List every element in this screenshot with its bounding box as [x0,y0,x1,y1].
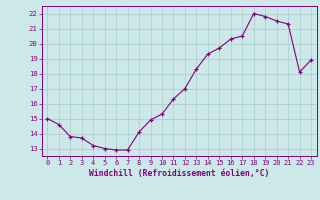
X-axis label: Windchill (Refroidissement éolien,°C): Windchill (Refroidissement éolien,°C) [89,169,269,178]
